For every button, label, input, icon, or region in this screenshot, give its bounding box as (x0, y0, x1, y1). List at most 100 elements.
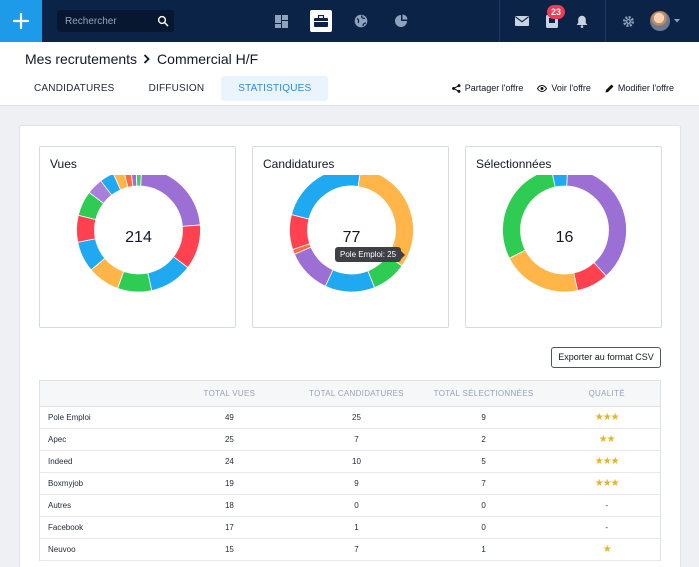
applications-cell: 1 (354, 523, 359, 532)
chart-tooltip: Pole Emploi: 25 (335, 247, 406, 262)
pencil-icon (605, 84, 614, 92)
table-row[interactable]: Apec 25 7 2 ★★ (40, 429, 660, 451)
selected-cell: 0 (481, 501, 486, 510)
header-actions: Partager l'offre Voir l'offre Modifier l… (451, 83, 674, 93)
views-cell: 25 (224, 435, 234, 444)
donut-slice-pole-emploi[interactable] (566, 175, 627, 277)
create-button[interactable] (0, 0, 42, 42)
tab-diffusion[interactable]: DIFFUSION (148, 83, 205, 94)
page-header: Mes recrutements Commercial H/F CANDIDAT… (0, 42, 699, 106)
source-cell: Facebook (48, 523, 84, 532)
navbar-divider (499, 0, 500, 42)
selected-cell: 1 (481, 545, 486, 554)
source-cell: Apec (48, 435, 67, 444)
page-title: Commercial H/F (157, 51, 259, 67)
views-cell: 18 (224, 501, 234, 510)
search-icon[interactable] (157, 15, 169, 27)
donut-slice-other-7[interactable] (136, 175, 142, 187)
applications-total: 77 (342, 229, 361, 246)
view-offer-label: Voir l'offre (551, 83, 591, 93)
source-cell: Indeed (48, 457, 73, 466)
gear-icon[interactable] (617, 10, 639, 32)
globe-icon[interactable] (350, 10, 372, 32)
selected-chart-card: Sélectionnées 16 (465, 146, 662, 328)
analytics-icon[interactable] (390, 10, 412, 32)
column-header-quality[interactable]: QUALITÉ (588, 389, 625, 398)
selected-cell: 5 (481, 457, 486, 466)
source-cell: Boxmyjob (48, 479, 84, 488)
avatar[interactable] (650, 11, 670, 31)
column-header-views[interactable]: TOTAL VUES (203, 389, 256, 398)
donut-slice-neuvoo[interactable] (551, 175, 568, 188)
table-row[interactable]: Facebook 17 1 0 - (40, 517, 660, 539)
donut-slice-other[interactable] (290, 175, 361, 220)
donut-slice-boxmyjob[interactable] (502, 175, 556, 259)
navbar-divider (605, 0, 606, 42)
quality-cell: ★★★ (594, 478, 620, 489)
share-icon (451, 83, 461, 93)
dashboard-icon[interactable] (270, 10, 292, 32)
applications-cell: 9 (354, 479, 359, 488)
quality-cell: - (605, 501, 609, 510)
table-row[interactable]: Pole Emploi 49 25 9 ★★★ (40, 407, 660, 429)
briefcase-icon[interactable] (310, 10, 332, 32)
views-cell: 24 (224, 457, 234, 466)
selected-donut-chart (502, 175, 627, 293)
breadcrumb-parent[interactable]: Mes recrutements (25, 51, 138, 67)
table-row[interactable]: Neuvoo 15 7 1 ★ (40, 539, 660, 561)
tab-bar: CANDIDATURES DIFFUSION STATISTIQUES (17, 76, 329, 101)
selected-cell: 7 (481, 479, 486, 488)
donut-slice-indeed[interactable] (508, 249, 579, 293)
notifications-badge: 23 (547, 5, 566, 19)
quality-cell: ★ (602, 544, 612, 555)
mail-icon[interactable] (511, 10, 533, 32)
applications-cell: 7 (354, 545, 359, 554)
export-csv-button[interactable]: Exporter au format CSV (551, 347, 661, 368)
donut-slice-pole-emploi[interactable] (140, 175, 201, 227)
source-cell: Autres (48, 501, 72, 510)
selected-cell: 0 (481, 523, 486, 532)
table-row[interactable]: Boxmyjob 19 9 7 ★★★ (40, 473, 660, 495)
views-cell: 19 (224, 479, 234, 488)
chevron-down-icon[interactable] (673, 18, 681, 24)
source-cell: Neuvoo (48, 545, 76, 554)
share-offer-button[interactable]: Partager l'offre (451, 83, 524, 93)
plus-icon (12, 12, 30, 30)
views-cell: 49 (224, 413, 234, 422)
tab-statistiques[interactable]: STATISTIQUES (221, 76, 329, 101)
donut-slice-boxmyjob[interactable] (293, 246, 334, 287)
donut-slice-indeed[interactable] (324, 269, 376, 293)
edit-offer-button[interactable]: Modifier l'offre (605, 83, 674, 93)
search-box (57, 10, 174, 32)
edit-offer-label: Modifier l'offre (617, 83, 674, 93)
selected-chart-title: Sélectionnées (476, 157, 552, 171)
views-donut-chart (76, 175, 201, 293)
applications-cell: 10 (352, 457, 361, 466)
selected-cell: 2 (481, 435, 486, 444)
views-cell: 17 (224, 523, 234, 532)
applications-cell: 7 (354, 435, 359, 444)
quality-cell: ★★★ (594, 456, 620, 467)
source-cell: Pole Emploi (48, 413, 91, 422)
quality-cell: ★★ (598, 434, 616, 445)
eye-icon (537, 84, 548, 92)
sources-table: TOTAL VUES TOTAL CANDIDATURES TOTAL SÉLE… (39, 380, 661, 561)
selected-cell: 9 (481, 413, 486, 422)
table-row[interactable]: Indeed 24 10 5 ★★★ (40, 451, 660, 473)
table-header: TOTAL VUES TOTAL CANDIDATURES TOTAL SÉLE… (40, 381, 660, 407)
applications-cell: 25 (352, 413, 361, 422)
column-header-selected[interactable]: TOTAL SÉLECTIONNÉES (433, 389, 534, 398)
column-header-applications[interactable]: TOTAL CANDIDATURES (309, 389, 404, 398)
table-row[interactable]: Autres 18 0 0 - (40, 495, 660, 517)
applications-chart-title: Candidatures (263, 157, 335, 171)
statistics-panel: Vues 214 Candidatures 77 Pole Emploi: 25… (19, 125, 681, 567)
views-chart-card: Vues 214 (39, 146, 236, 328)
share-offer-label: Partager l'offre (464, 83, 524, 93)
quality-cell: - (605, 523, 609, 532)
bell-icon[interactable] (571, 10, 593, 32)
view-offer-button[interactable]: Voir l'offre (537, 83, 591, 93)
table-body: Pole Emploi 49 25 9 ★★★ Apec 25 7 2 ★★ Indeed 24 10 5… (40, 407, 660, 561)
search-input[interactable] (65, 13, 153, 29)
tab-candidatures[interactable]: CANDIDATURES (34, 83, 115, 94)
selected-total: 16 (555, 229, 574, 246)
